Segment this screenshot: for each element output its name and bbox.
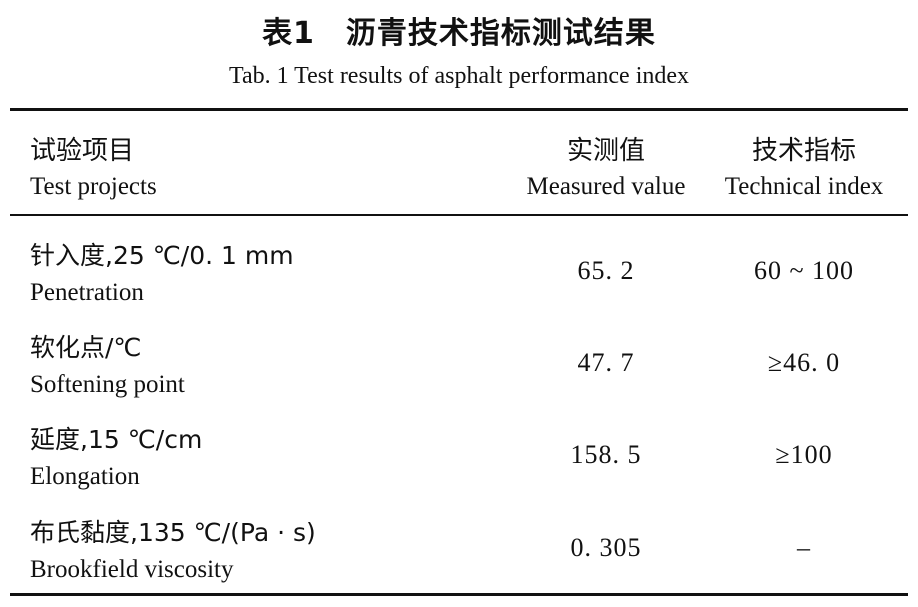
table-row-elongation: 延度,15 ℃/cm Elongation 158. 5 ≥100 — [10, 406, 908, 499]
row-item-cn: 针入度,25 ℃/0. 1 mm — [30, 241, 294, 270]
row-technical-index: ≥46. 0 — [767, 348, 841, 377]
header-measured-value-en: Measured value — [526, 173, 686, 200]
row-technical-index: ≥100 — [775, 440, 833, 469]
table-title-en: Tab. 1 Test results of asphalt performan… — [228, 63, 690, 89]
row-technical-index: – — [797, 533, 811, 562]
row-item-en: Softening point — [30, 371, 185, 398]
row-measured-value: 65. 2 — [577, 256, 635, 285]
row-item-en: Penetration — [30, 279, 144, 306]
table-row-penetration: 针入度,25 ℃/0. 1 mm Penetration 65. 2 60 ~ … — [10, 222, 908, 315]
header-rule — [10, 214, 908, 216]
table-row-brookfield-viscosity: 布氏黏度,135 ℃/(Pa · s) Brookfield viscosity… — [10, 499, 908, 592]
row-item-cn: 软化点/℃ — [30, 333, 142, 362]
row-measured-value: 158. 5 — [570, 440, 642, 469]
row-technical-index: 60 ~ 100 — [753, 256, 855, 285]
header-measured-value-cn: 实测值 — [566, 136, 645, 166]
header-technical-index-cn: 技术指标 — [751, 136, 856, 166]
bottom-rule — [10, 593, 908, 596]
table-row-softening-point: 软化点/℃ Softening point 47. 7 ≥46. 0 — [10, 314, 908, 407]
row-item-cn: 延度,15 ℃/cm — [30, 425, 203, 454]
header-test-projects-en: Test projects — [30, 173, 157, 200]
row-measured-value: 47. 7 — [577, 348, 635, 377]
top-rule — [10, 108, 908, 111]
header-technical-index-en: Technical index — [724, 173, 884, 200]
row-item-cn: 布氏黏度,135 ℃/(Pa · s) — [30, 518, 316, 547]
row-item-en: Brookfield viscosity — [30, 556, 234, 583]
row-item-en: Elongation — [30, 463, 140, 490]
header-test-projects-cn: 试验项目 — [30, 136, 135, 166]
table-title-cn: 表1 沥青技术指标测试结果 — [262, 16, 656, 51]
row-measured-value: 0. 305 — [570, 533, 642, 562]
